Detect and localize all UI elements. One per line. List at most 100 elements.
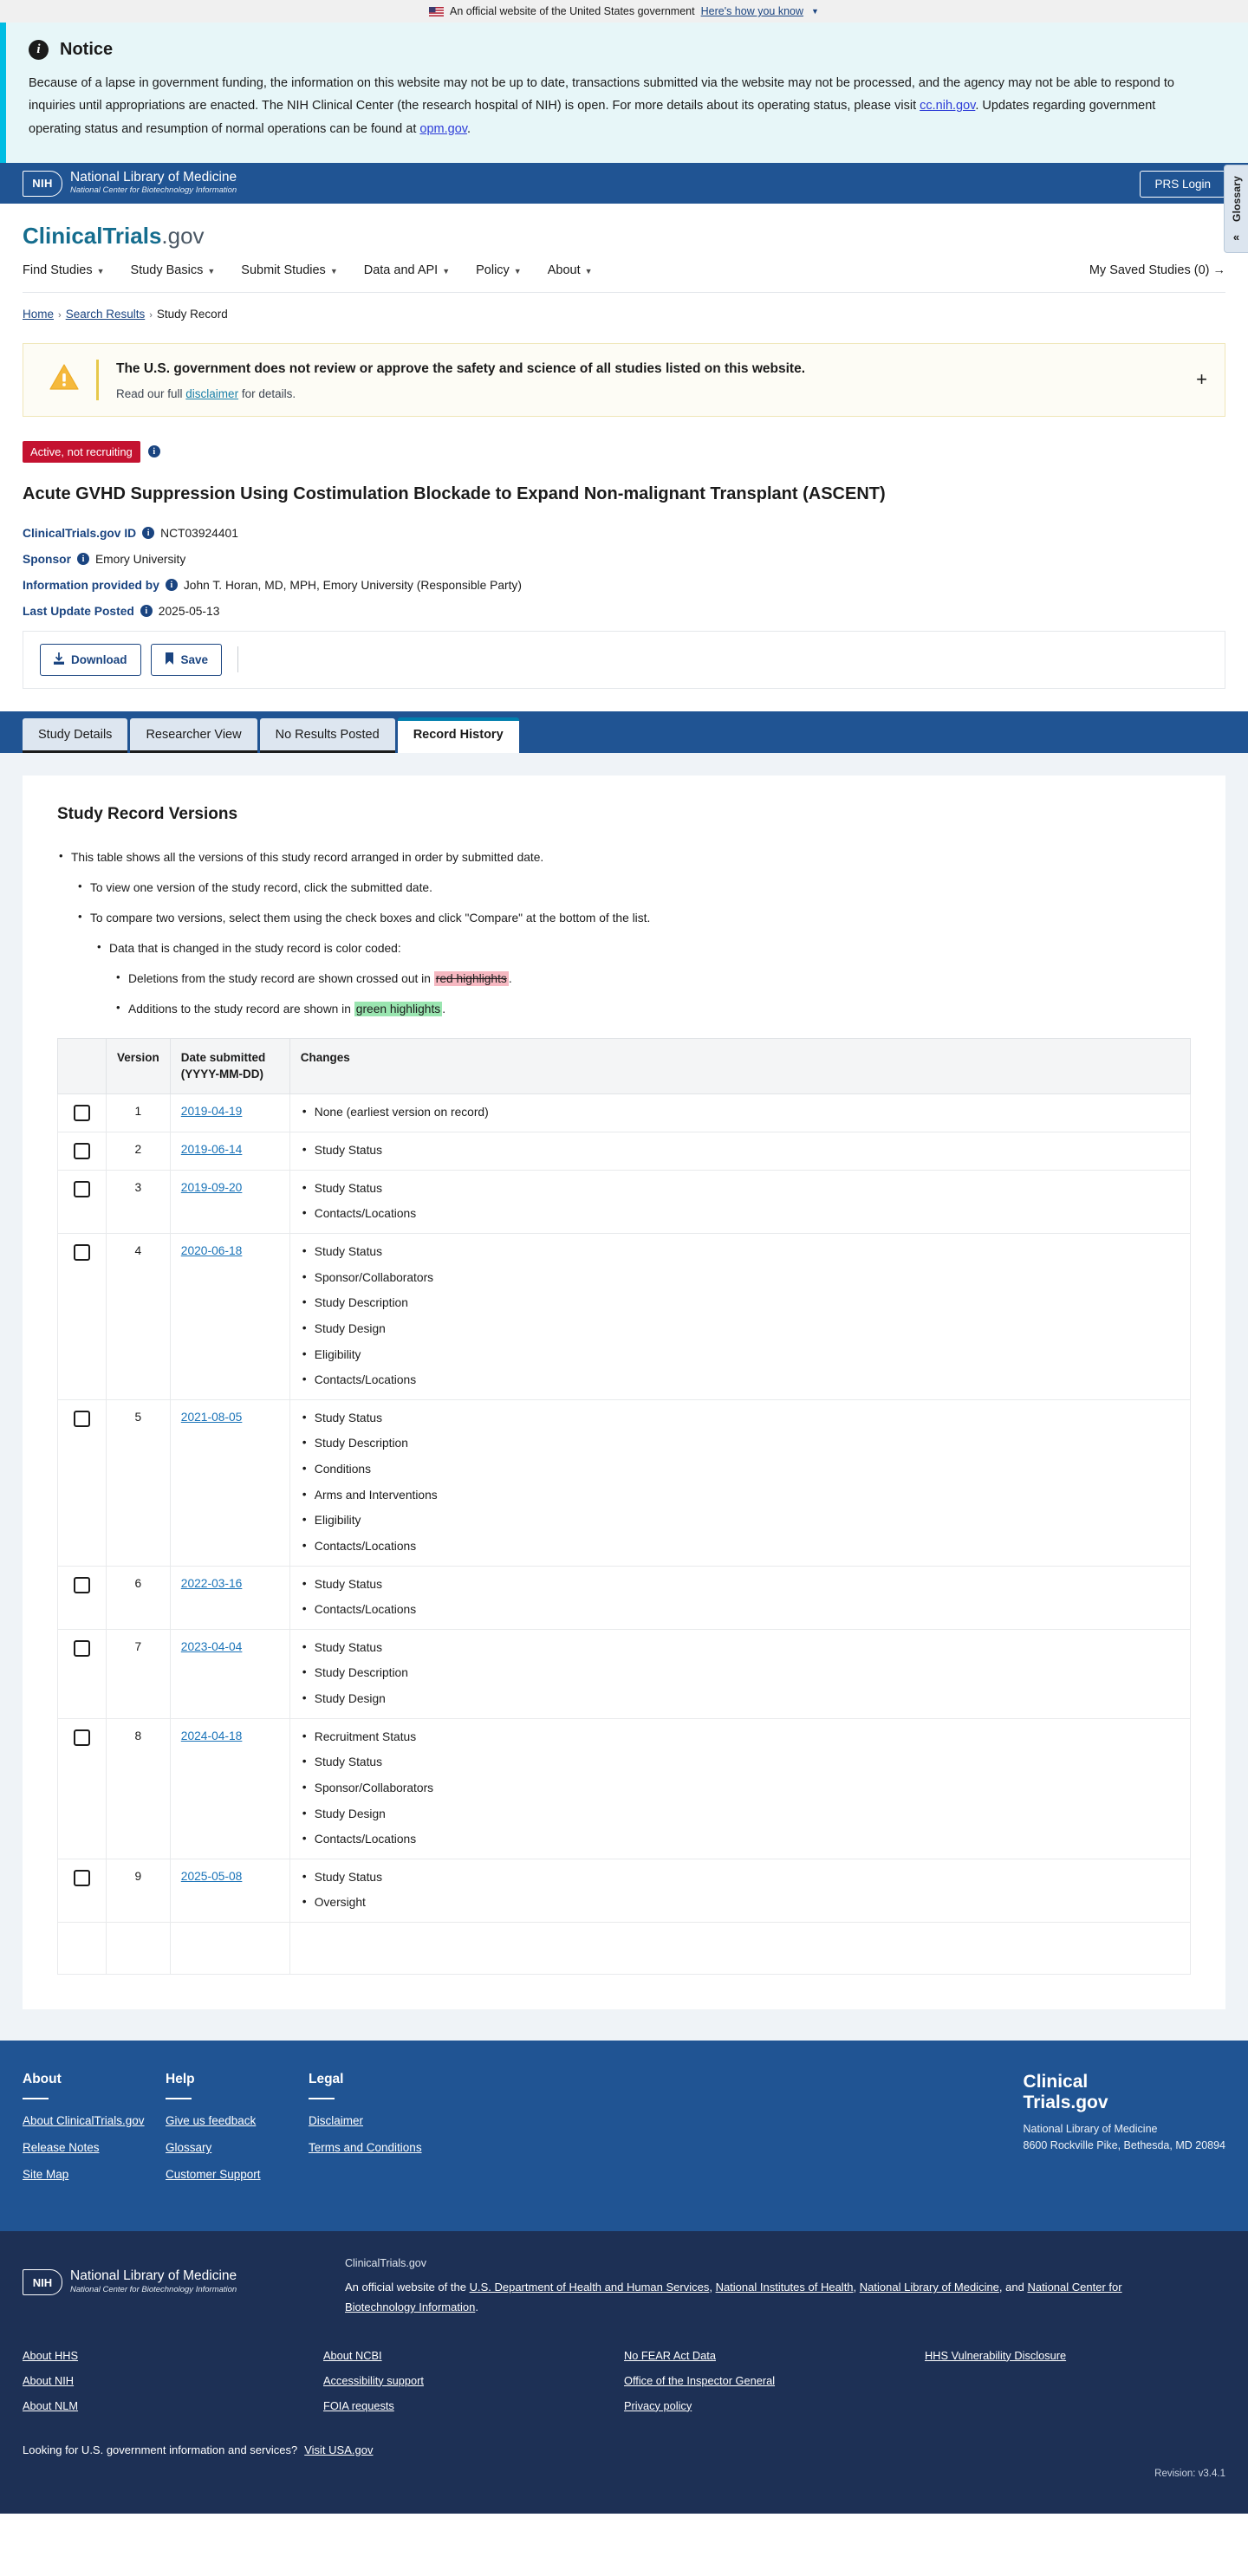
footer-link-about-ncbi[interactable]: About NCBI bbox=[323, 2348, 382, 2362]
row-checkbox-cell bbox=[57, 1628, 107, 1719]
version-number: 6 bbox=[106, 1565, 171, 1630]
info-icon[interactable]: i bbox=[142, 527, 155, 540]
footer-link-glossary[interactable]: Glossary bbox=[166, 2141, 212, 2155]
tab-no-results-posted[interactable]: No Results Posted bbox=[259, 717, 395, 753]
meta-label: Information provided by bbox=[23, 578, 159, 592]
change-item: Eligibility bbox=[301, 1346, 1180, 1364]
status-info-icon[interactable]: i bbox=[147, 445, 160, 458]
prs-login-button[interactable]: PRS Login bbox=[1140, 171, 1225, 198]
footer-link-foia-requests[interactable]: FOIA requests bbox=[323, 2398, 394, 2412]
version-checkbox[interactable] bbox=[74, 1142, 90, 1159]
table-row: 1 2019-04-19 None (earliest version on rec… bbox=[57, 1093, 1192, 1132]
date-submitted-link[interactable]: 2021-08-05 bbox=[180, 1410, 243, 1424]
nav-label: Study Basics bbox=[130, 263, 204, 278]
how-you-know-link[interactable]: Here's how you know bbox=[700, 5, 804, 17]
footer-nlm-logo[interactable]: NIH National Library of Medicine Nationa… bbox=[23, 2257, 345, 2296]
footer-link-inspector-general[interactable]: Office of the Inspector General bbox=[624, 2373, 776, 2387]
footer-link-about-nih[interactable]: About NIH bbox=[23, 2373, 75, 2387]
footer-link-privacy-policy[interactable]: Privacy policy bbox=[624, 2398, 692, 2412]
link-nlm[interactable]: National Library of Medicine bbox=[859, 2281, 999, 2294]
footer-link-site-map[interactable]: Site Map bbox=[23, 2168, 69, 2182]
save-button[interactable]: Save bbox=[150, 643, 223, 676]
date-submitted-link[interactable]: 2022-03-16 bbox=[180, 1576, 243, 1590]
cc-nih-gov-link[interactable]: cc.nih.gov bbox=[920, 99, 976, 114]
my-saved-studies-link[interactable]: My Saved Studies (0) → bbox=[1089, 263, 1225, 278]
nav-item-submit-studies[interactable]: Submit Studies ▼ bbox=[241, 263, 337, 277]
version-checkbox[interactable] bbox=[74, 1729, 90, 1746]
info-icon[interactable]: i bbox=[140, 605, 153, 618]
disclaimer-expand-toggle[interactable]: + bbox=[1196, 368, 1207, 391]
legend-del-highlight: red highlights bbox=[433, 971, 509, 987]
tab-study-details[interactable]: Study Details bbox=[23, 717, 128, 753]
change-item: None (earliest version on record) bbox=[301, 1104, 1180, 1121]
change-item: Arms and Interventions bbox=[301, 1487, 1180, 1504]
version-checkbox[interactable] bbox=[74, 1639, 90, 1657]
disclaimer-title: The U.S. government does not review or a… bbox=[116, 361, 806, 377]
info-icon[interactable]: i bbox=[165, 579, 178, 592]
nav-item-data-and-api[interactable]: Data and API ▼ bbox=[364, 263, 450, 277]
footer-link-about-hhs[interactable]: About HHS bbox=[23, 2348, 79, 2362]
version-checkbox[interactable] bbox=[74, 1576, 90, 1593]
footer-usa-link[interactable]: Visit USA.gov bbox=[304, 2443, 374, 2456]
nav-item-find-studies[interactable]: Find Studies ▼ bbox=[23, 263, 105, 277]
glossary-side-tab[interactable]: Glossary « bbox=[1224, 165, 1248, 253]
info-icon[interactable]: i bbox=[76, 553, 89, 566]
tab-record-history[interactable]: Record History bbox=[397, 717, 519, 753]
link-ncbi[interactable]: National Center for Biotechnology Inform… bbox=[345, 2281, 1122, 2313]
footer-link-about-nlm[interactable]: About NLM bbox=[23, 2398, 79, 2412]
breadcrumb-home[interactable]: Home bbox=[23, 308, 55, 321]
footer-nlm-title: National Library of Medicine bbox=[70, 2268, 237, 2284]
footer-heading: Legal bbox=[309, 2072, 344, 2087]
date-submitted-link[interactable]: 2019-06-14 bbox=[180, 1142, 243, 1156]
footer-rule bbox=[23, 2098, 49, 2100]
change-item: Study Status bbox=[301, 1754, 1180, 1771]
footer-link-about-clinicaltrials[interactable]: About ClinicalTrials.gov bbox=[23, 2114, 145, 2128]
version-checkbox[interactable] bbox=[74, 1244, 90, 1262]
opm-gov-link[interactable]: opm.gov bbox=[419, 121, 467, 136]
date-submitted-link[interactable]: 2024-04-18 bbox=[180, 1729, 243, 1742]
footer-link-customer-support[interactable]: Customer Support bbox=[166, 2168, 261, 2182]
version-checkbox[interactable] bbox=[74, 1104, 90, 1121]
date-submitted-link[interactable]: 2023-04-04 bbox=[180, 1639, 243, 1653]
page-title: Acute GVHD Suppression Using Costimulati… bbox=[23, 483, 886, 503]
date-submitted-link[interactable]: 2019-09-20 bbox=[180, 1180, 243, 1194]
footer-link-hhs-vulnerability[interactable]: HHS Vulnerability Disclosure bbox=[925, 2348, 1067, 2362]
version-number: 1 bbox=[106, 1093, 171, 1132]
version-checkbox[interactable] bbox=[74, 1869, 90, 1886]
date-submitted-cell: 2019-06-14 bbox=[169, 1131, 290, 1171]
notice-title: Notice bbox=[60, 40, 114, 59]
download-button[interactable]: Download bbox=[40, 643, 141, 676]
link-hhs[interactable]: U.S. Department of Health and Human Serv… bbox=[469, 2281, 710, 2294]
footer-link-disclaimer[interactable]: Disclaimer bbox=[309, 2114, 364, 2128]
date-submitted-link[interactable]: 2020-06-18 bbox=[180, 1244, 243, 1258]
nav-item-study-basics[interactable]: Study Basics ▼ bbox=[131, 263, 216, 277]
nav-item-about[interactable]: About ▼ bbox=[548, 263, 593, 277]
site-logo[interactable]: ClinicalTrials.gov bbox=[23, 204, 1225, 263]
footer-link-release-notes[interactable]: Release Notes bbox=[23, 2141, 100, 2155]
tab-researcher-view[interactable]: Researcher View bbox=[130, 717, 257, 753]
footer-link-no-fear-act[interactable]: No FEAR Act Data bbox=[624, 2348, 716, 2362]
date-submitted-link[interactable]: 2019-04-19 bbox=[180, 1104, 243, 1118]
date-submitted-link[interactable]: 2025-05-08 bbox=[180, 1869, 243, 1883]
breadcrumb-search-results[interactable]: Search Results bbox=[65, 308, 146, 321]
row-checkbox-cell bbox=[57, 1858, 107, 1924]
meta-value: NCT03924401 bbox=[160, 526, 238, 540]
version-number: 2 bbox=[106, 1131, 171, 1171]
disclaimer-link[interactable]: disclaimer bbox=[185, 386, 239, 400]
link-nih[interactable]: National Institutes of Health bbox=[715, 2281, 854, 2294]
change-item: Study Status bbox=[301, 1142, 1180, 1159]
nlm-logo[interactable]: NIH National Library of Medicine Nationa… bbox=[23, 170, 237, 197]
version-checkbox[interactable] bbox=[74, 1180, 90, 1197]
change-item: Contacts/Locations bbox=[301, 1831, 1180, 1848]
footer-link-accessibility-support[interactable]: Accessibility support bbox=[323, 2373, 424, 2387]
footer-link-terms-conditions[interactable]: Terms and Conditions bbox=[309, 2141, 422, 2155]
changes-cell: Study Status Contacts/Locations bbox=[289, 1169, 1192, 1235]
footer-column-help: Help Give us feedback Glossary Customer … bbox=[166, 2072, 309, 2195]
footer-link-give-feedback[interactable]: Give us feedback bbox=[166, 2114, 257, 2128]
row-checkbox-cell bbox=[57, 1131, 107, 1171]
changes-cell: Study Status Oversight bbox=[289, 1858, 1192, 1924]
version-checkbox[interactable] bbox=[74, 1410, 90, 1427]
column-header-changes: Changes bbox=[289, 1038, 1192, 1094]
nav-item-policy[interactable]: Policy ▼ bbox=[476, 263, 522, 277]
legend-additions: Additions to the study record are shown … bbox=[114, 999, 1191, 1019]
